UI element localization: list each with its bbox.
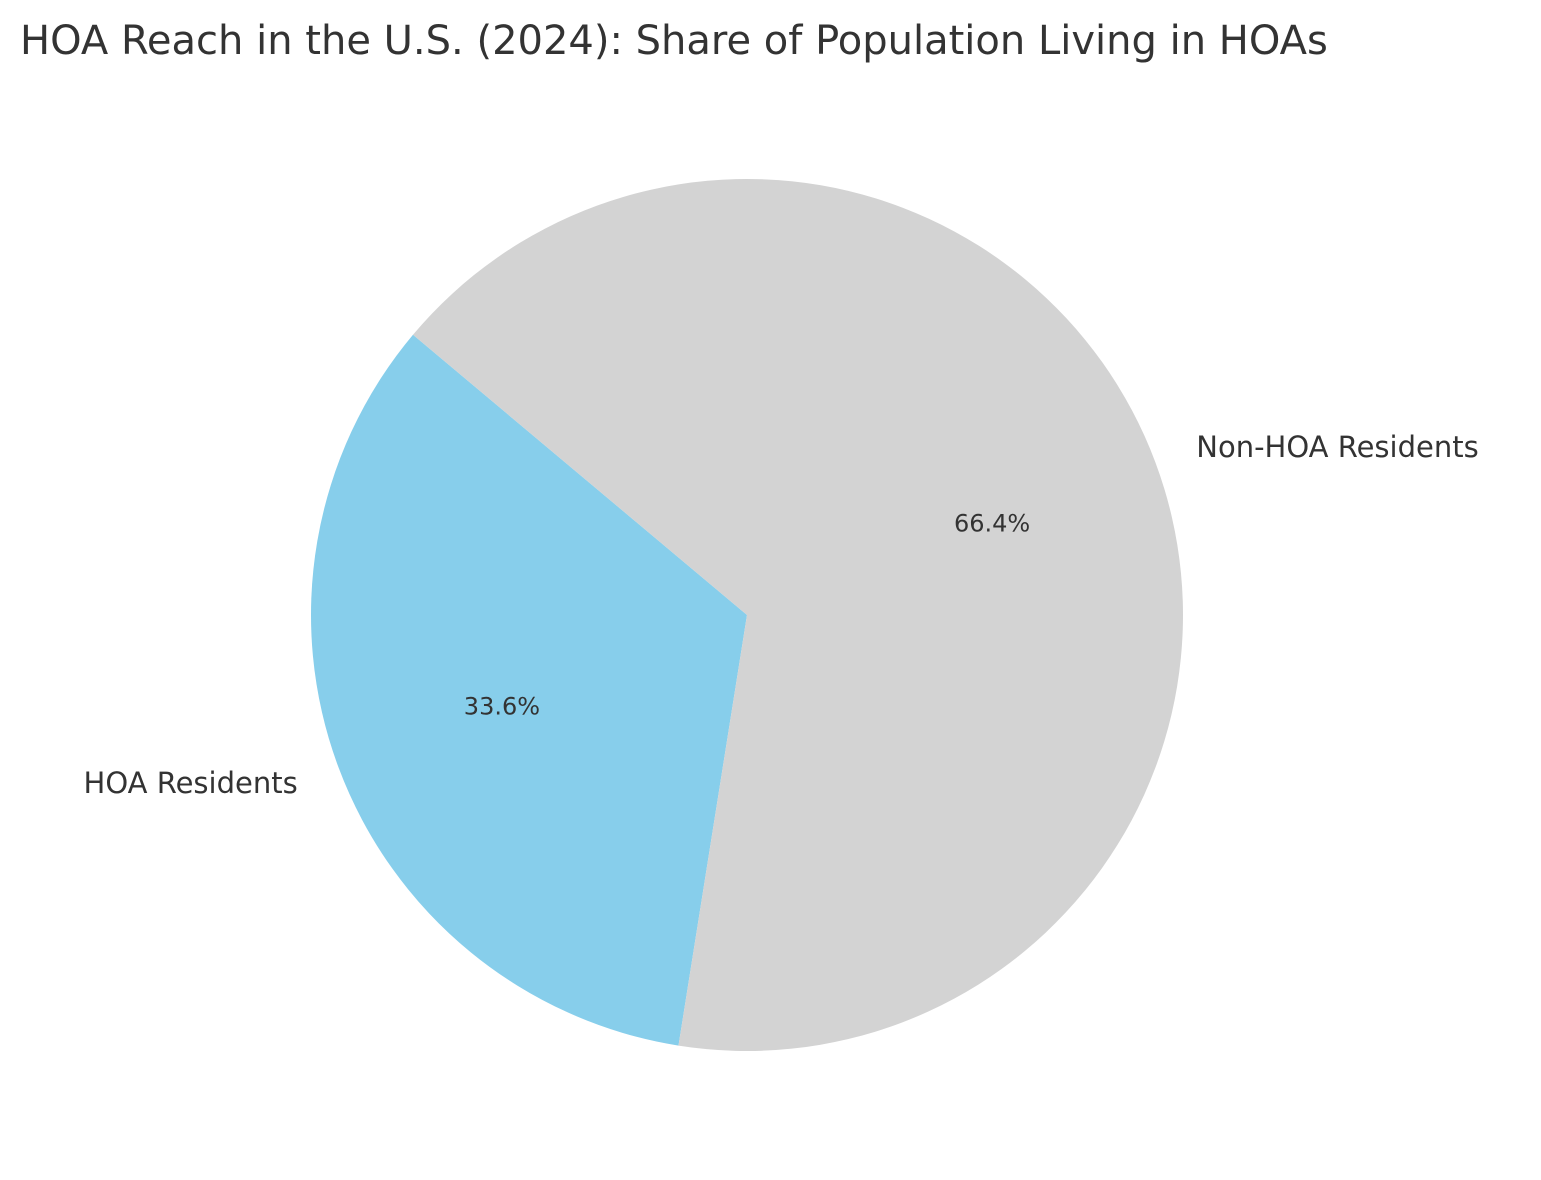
slice-value-hoa-residents: 33.6% bbox=[464, 693, 540, 721]
pie-labels: HOA Residents 33.6% Non-HOA Residents 66.4% bbox=[84, 430, 1479, 800]
slice-value-non-hoa-residents: 66.4% bbox=[954, 509, 1030, 537]
slice-label-non-hoa-residents: Non-HOA Residents bbox=[1196, 430, 1478, 464]
pie-slice-non-hoa-residents bbox=[413, 178, 1183, 1051]
pie-slices bbox=[310, 178, 1183, 1051]
pie-slice-hoa-residents bbox=[310, 334, 747, 1046]
slice-label-hoa-residents: HOA Residents bbox=[84, 766, 298, 800]
chart-title: HOA Reach in the U.S. (2024): Share of P… bbox=[20, 18, 1328, 64]
